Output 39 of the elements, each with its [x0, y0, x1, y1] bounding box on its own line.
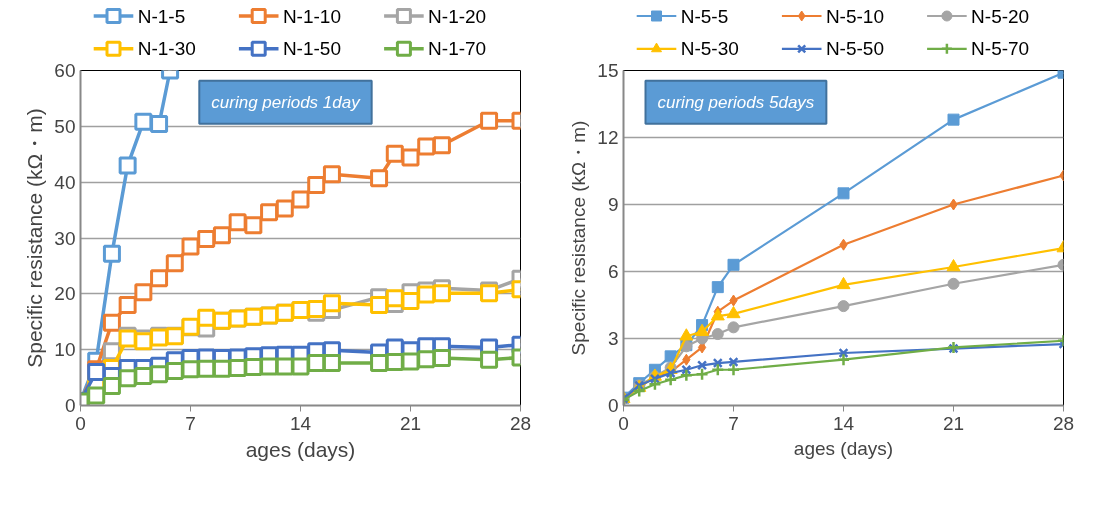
y-tick-label: 40 [54, 171, 76, 193]
y-tick-label: 12 [597, 127, 619, 148]
legend-label: N-1-70 [428, 38, 487, 60]
y-tick-label: 60 [54, 60, 76, 81]
x-tick-label: 14 [289, 412, 312, 434]
y-tick-label: 3 [607, 328, 619, 349]
y-tick-label: 6 [607, 261, 619, 282]
x-tick-label: 7 [728, 412, 739, 434]
legend-label: N-1-50 [282, 38, 341, 60]
y-tick-label: 50 [54, 115, 76, 137]
legend-label: N-5-50 [825, 38, 884, 60]
y-tick-label: 10 [54, 339, 76, 361]
y-axis-title: Specific resistance (kΩ・m) [568, 120, 590, 356]
x-tick-label: 21 [399, 412, 422, 434]
legend-label: N-5-10 [825, 5, 884, 27]
y-tick-label: 30 [54, 227, 76, 249]
legend-label: N-5-30 [680, 38, 739, 60]
annotation: curing periods 5days [657, 92, 815, 112]
y-tick-label: 15 [597, 60, 619, 81]
x-tick-label: 28 [1052, 412, 1075, 434]
annotation: curing periods 1day [211, 92, 362, 112]
legend-label: N-1-20 [428, 5, 487, 27]
x-tick-label: 14 [832, 412, 855, 434]
y-tick-label: 20 [54, 283, 76, 305]
legend-label: N-5-5 [680, 5, 729, 27]
x-axis-title: ages (days) [793, 437, 894, 459]
legend-label: N-5-70 [971, 38, 1030, 60]
legend-label: N-1-5 [137, 5, 186, 27]
x-tick-label: 28 [509, 412, 532, 434]
y-tick-label: 0 [64, 395, 76, 416]
legend-label: N-1-10 [282, 5, 341, 27]
y-tick-label: 0 [607, 395, 619, 416]
x-axis-title: ages (days) [245, 437, 356, 461]
y-axis-title: Specific resistance (kΩ・m) [23, 108, 47, 368]
x-tick-label: 7 [185, 412, 196, 434]
legend-label: N-5-20 [971, 5, 1030, 27]
legend-label: N-1-30 [137, 38, 196, 60]
y-tick-label: 9 [607, 194, 619, 215]
x-tick-label: 21 [942, 412, 965, 434]
